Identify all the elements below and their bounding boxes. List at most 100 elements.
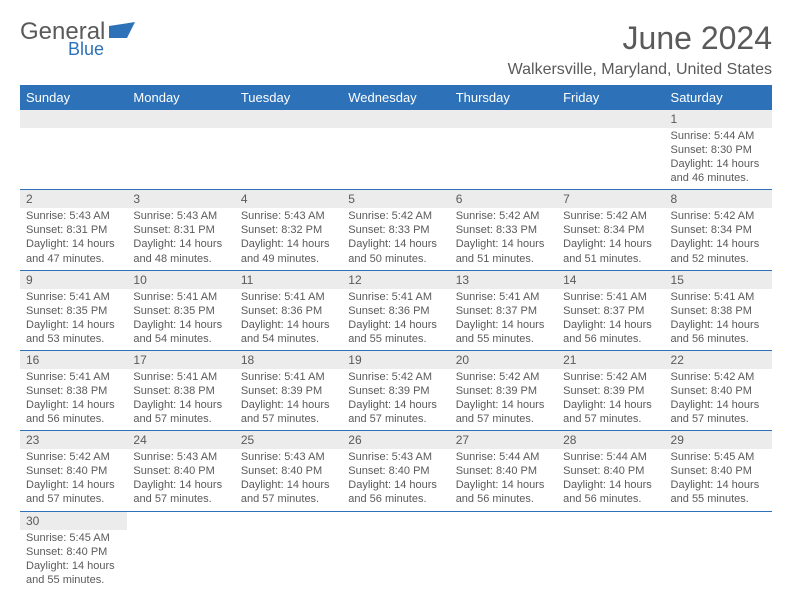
day-detail-line: Sunset: 8:37 PM: [456, 304, 551, 318]
day-number: 6: [450, 190, 557, 208]
day-detail-line: Sunrise: 5:45 AM: [671, 450, 766, 464]
day-detail-line: Sunset: 8:36 PM: [241, 304, 336, 318]
day-detail-line: Sunset: 8:40 PM: [563, 464, 658, 478]
day-details: Sunrise: 5:45 AMSunset: 8:40 PMDaylight:…: [20, 530, 127, 591]
day-details: [557, 128, 664, 178]
day-detail-line: Daylight: 14 hours: [348, 398, 443, 412]
day-details: Sunrise: 5:42 AMSunset: 8:40 PMDaylight:…: [665, 369, 772, 430]
day-number: 9: [20, 271, 127, 289]
day-detail-line: Sunrise: 5:41 AM: [26, 370, 121, 384]
day-detail-line: Sunrise: 5:42 AM: [671, 209, 766, 223]
day-number: [665, 512, 772, 530]
day-detail-line: and 54 minutes.: [133, 332, 228, 346]
day-detail-line: Sunset: 8:40 PM: [26, 464, 121, 478]
weekday-header: Tuesday: [235, 85, 342, 110]
day-details: Sunrise: 5:41 AMSunset: 8:35 PMDaylight:…: [127, 289, 234, 350]
day-details: [342, 530, 449, 580]
day-details: Sunrise: 5:41 AMSunset: 8:35 PMDaylight:…: [20, 289, 127, 350]
brand-flag-icon: [109, 22, 135, 47]
day-number: 2: [20, 190, 127, 208]
day-detail-line: Daylight: 14 hours: [456, 318, 551, 332]
day-detail-line: and 57 minutes.: [26, 492, 121, 506]
day-number: 5: [342, 190, 449, 208]
day-details: Sunrise: 5:43 AMSunset: 8:31 PMDaylight:…: [20, 208, 127, 269]
day-detail-line: and 56 minutes.: [563, 332, 658, 346]
day-details: Sunrise: 5:42 AMSunset: 8:34 PMDaylight:…: [665, 208, 772, 269]
day-detail-line: and 57 minutes.: [133, 412, 228, 426]
day-body-row: Sunrise: 5:43 AMSunset: 8:31 PMDaylight:…: [20, 208, 772, 270]
day-number: [450, 110, 557, 128]
day-detail-line: Sunset: 8:40 PM: [133, 464, 228, 478]
day-number: [20, 110, 127, 128]
weekday-header-row: SundayMondayTuesdayWednesdayThursdayFrid…: [20, 85, 772, 110]
day-detail-line: Sunset: 8:39 PM: [456, 384, 551, 398]
day-detail-line: Daylight: 14 hours: [26, 559, 121, 573]
day-detail-line: Sunset: 8:39 PM: [348, 384, 443, 398]
day-detail-line: Daylight: 14 hours: [133, 478, 228, 492]
day-detail-line: Daylight: 14 hours: [456, 478, 551, 492]
day-number: 3: [127, 190, 234, 208]
day-details: Sunrise: 5:43 AMSunset: 8:40 PMDaylight:…: [342, 449, 449, 510]
day-details: Sunrise: 5:41 AMSunset: 8:39 PMDaylight:…: [235, 369, 342, 430]
day-details: Sunrise: 5:43 AMSunset: 8:31 PMDaylight:…: [127, 208, 234, 269]
day-details: Sunrise: 5:42 AMSunset: 8:39 PMDaylight:…: [450, 369, 557, 430]
day-number: 1: [665, 110, 772, 128]
brand-logo: General Blue: [20, 20, 135, 58]
day-detail-line: and 51 minutes.: [456, 252, 551, 266]
day-detail-line: Sunset: 8:40 PM: [26, 545, 121, 559]
day-detail-line: and 55 minutes.: [348, 332, 443, 346]
day-detail-line: and 57 minutes.: [671, 412, 766, 426]
day-detail-line: and 57 minutes.: [241, 412, 336, 426]
day-details: Sunrise: 5:45 AMSunset: 8:40 PMDaylight:…: [665, 449, 772, 510]
day-number: 10: [127, 271, 234, 289]
day-detail-line: Daylight: 14 hours: [456, 398, 551, 412]
day-detail-line: and 52 minutes.: [671, 252, 766, 266]
day-detail-line: and 56 minutes.: [671, 332, 766, 346]
day-detail-line: Daylight: 14 hours: [241, 398, 336, 412]
day-detail-line: Sunrise: 5:43 AM: [133, 209, 228, 223]
day-detail-line: Sunset: 8:40 PM: [671, 384, 766, 398]
day-detail-line: Daylight: 14 hours: [26, 318, 121, 332]
day-detail-line: Sunset: 8:38 PM: [671, 304, 766, 318]
day-detail-line: Sunset: 8:40 PM: [241, 464, 336, 478]
day-detail-line: Daylight: 14 hours: [348, 237, 443, 251]
day-detail-line: Sunrise: 5:41 AM: [563, 290, 658, 304]
day-detail-line: Sunset: 8:35 PM: [133, 304, 228, 318]
day-details: Sunrise: 5:42 AMSunset: 8:34 PMDaylight:…: [557, 208, 664, 269]
day-number-row: 30: [20, 511, 772, 530]
day-detail-line: Daylight: 14 hours: [456, 237, 551, 251]
day-detail-line: Sunrise: 5:41 AM: [26, 290, 121, 304]
title-block: June 2024 Walkersville, Maryland, United…: [508, 20, 772, 79]
day-detail-line: Daylight: 14 hours: [671, 478, 766, 492]
day-detail-line: and 55 minutes.: [671, 492, 766, 506]
day-details: Sunrise: 5:41 AMSunset: 8:36 PMDaylight:…: [342, 289, 449, 350]
day-detail-line: and 54 minutes.: [241, 332, 336, 346]
day-details: [450, 530, 557, 580]
weekday-header: Sunday: [20, 85, 127, 110]
weekday-header: Thursday: [450, 85, 557, 110]
day-number: 26: [342, 431, 449, 449]
month-title: June 2024: [508, 20, 772, 57]
day-detail-line: Daylight: 14 hours: [348, 478, 443, 492]
brand-text-b: Blue: [68, 40, 105, 58]
day-detail-line: Sunrise: 5:41 AM: [456, 290, 551, 304]
day-detail-line: Sunset: 8:36 PM: [348, 304, 443, 318]
day-number: [342, 110, 449, 128]
day-detail-line: and 51 minutes.: [563, 252, 658, 266]
day-details: Sunrise: 5:44 AMSunset: 8:30 PMDaylight:…: [665, 128, 772, 189]
day-detail-line: Sunrise: 5:42 AM: [563, 370, 658, 384]
day-detail-line: Sunrise: 5:43 AM: [348, 450, 443, 464]
day-detail-line: Daylight: 14 hours: [563, 478, 658, 492]
day-body-row: Sunrise: 5:42 AMSunset: 8:40 PMDaylight:…: [20, 449, 772, 511]
day-body-row: Sunrise: 5:44 AMSunset: 8:30 PMDaylight:…: [20, 128, 772, 190]
day-detail-line: Daylight: 14 hours: [241, 237, 336, 251]
day-details: Sunrise: 5:42 AMSunset: 8:33 PMDaylight:…: [342, 208, 449, 269]
day-detail-line: and 57 minutes.: [456, 412, 551, 426]
day-detail-line: Sunrise: 5:43 AM: [241, 450, 336, 464]
day-detail-line: Sunset: 8:40 PM: [348, 464, 443, 478]
day-number: [450, 512, 557, 530]
day-details: [235, 128, 342, 178]
day-details: Sunrise: 5:41 AMSunset: 8:37 PMDaylight:…: [450, 289, 557, 350]
day-detail-line: Sunrise: 5:42 AM: [563, 209, 658, 223]
day-detail-line: Sunrise: 5:42 AM: [456, 209, 551, 223]
